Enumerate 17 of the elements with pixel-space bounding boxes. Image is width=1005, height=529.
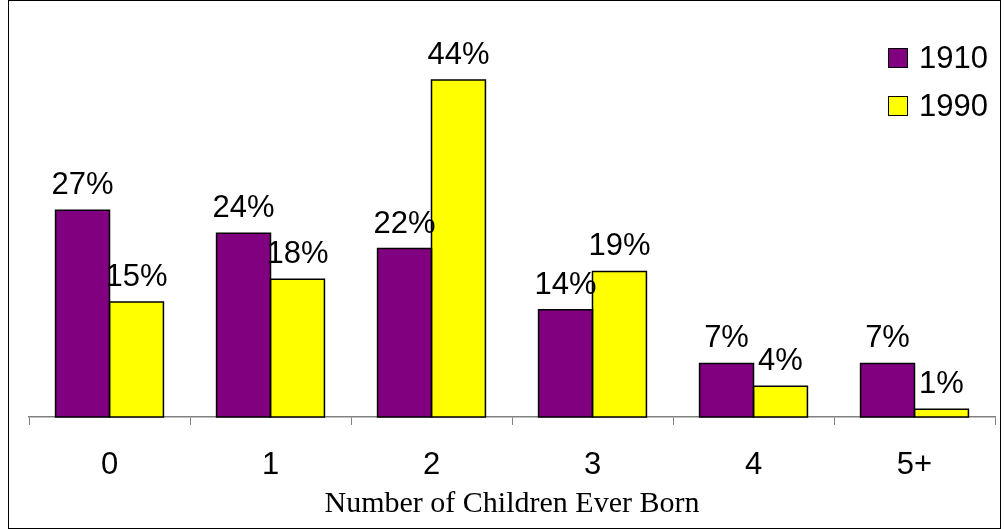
legend-label: 1910	[919, 40, 988, 76]
x-tick-label: 1	[261, 446, 280, 482]
x-axis-title: Number of Children Ever Born	[324, 484, 700, 518]
data-label: 24%	[212, 189, 275, 225]
data-label: 44%	[427, 36, 490, 71]
x-tick-label: 3	[583, 446, 602, 482]
data-label: 19%	[588, 227, 651, 263]
legend-label: 1990	[919, 88, 988, 124]
x-tick-label: 4	[744, 446, 763, 482]
data-label: 7%	[704, 319, 749, 355]
x-tick-label: 2	[422, 446, 441, 482]
data-label: 7%	[865, 319, 910, 355]
data-label: 1%	[919, 365, 964, 401]
x-tick-label: 0	[100, 446, 119, 482]
data-label: 4%	[758, 342, 803, 378]
data-label: 27%	[51, 166, 114, 202]
x-tick-label: 5+	[896, 446, 933, 482]
